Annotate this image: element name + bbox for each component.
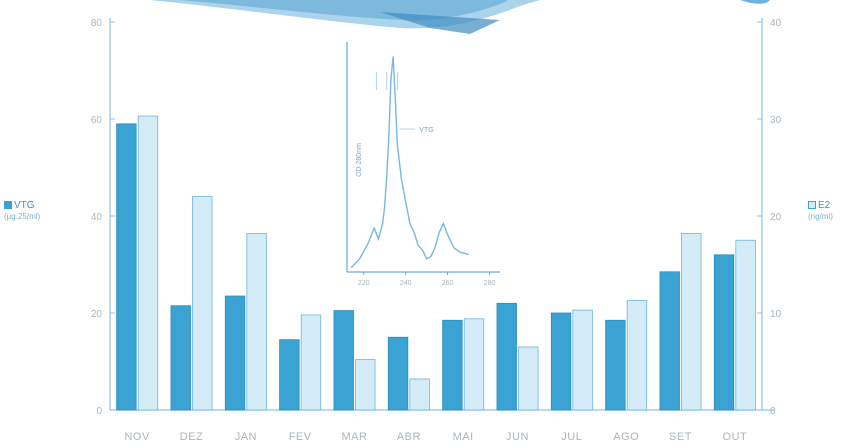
x-tick-label: MAR: [342, 431, 368, 443]
x-tick-label: DEZ: [180, 431, 204, 443]
left-tick-label: 40: [91, 212, 103, 223]
x-tick-label: FEV: [289, 431, 312, 443]
left-tick-label: 0: [96, 406, 102, 417]
inset-y-label: OD 280nm: [356, 143, 363, 177]
left-axis-title: VTG: [14, 200, 35, 211]
x-tick-label: NOV: [124, 431, 150, 443]
axes: [109, 18, 774, 411]
x-tick-label: AGO: [613, 431, 639, 443]
right-axis-label: E2 (ng/ml): [808, 200, 833, 222]
tick-labels: 80 60 40 20 0 40 30 20 10 0 NOV DEZ JAN FEV MAR ABR MAI J…: [91, 18, 782, 443]
left-tick-label: 20: [91, 309, 103, 320]
e2-bar-fev: [300, 314, 322, 411]
inset-trace: [350, 56, 469, 269]
vtg-bar-jun: [496, 302, 517, 411]
e2-bar-out: [735, 239, 756, 411]
right-tick-label: 30: [770, 115, 782, 126]
right-tick-label: 10: [770, 309, 782, 320]
e2-bar-mar: [355, 359, 376, 411]
vtg-legend-swatch: [4, 201, 12, 209]
e2-bar-jan: [246, 233, 267, 411]
e2-bar-jul: [572, 309, 593, 411]
e2-bar-nov: [137, 115, 159, 411]
vtg-bar-abr: [387, 336, 409, 411]
inset-x-tick-label: 280: [484, 280, 496, 287]
x-tick-label: OUT: [722, 431, 747, 443]
x-tick-label: JAN: [235, 431, 257, 443]
x-tick-label: JUN: [506, 431, 529, 443]
vtg-bar-out: [713, 254, 735, 411]
vtg-bar-set: [659, 271, 680, 411]
bars: [116, 115, 756, 411]
e2-bar-jun: [518, 346, 539, 411]
left-axis-label: VTG (µg.25/ml): [4, 200, 40, 222]
vtg-bar-fev: [279, 339, 300, 411]
e2-bar-abr: [409, 378, 430, 411]
x-tick-label: MAI: [453, 431, 474, 443]
inset-x-tick-label: 220: [358, 280, 370, 287]
right-axis-unit: (ng/ml): [808, 212, 833, 221]
e2-bar-set: [681, 233, 702, 411]
left-axis-unit: (µg.25/ml): [4, 212, 41, 221]
right-axis-title: E2: [818, 200, 831, 211]
x-tick-label: JUL: [561, 431, 582, 443]
e2-bar-mai: [463, 318, 485, 411]
e2-legend-swatch: [808, 201, 816, 209]
vtg-bar-jan: [224, 295, 246, 411]
x-tick-label: ABR: [397, 431, 421, 443]
vtg-bar-dez: [170, 305, 191, 411]
vtg-bar-ago: [605, 319, 626, 411]
x-tick-label: SET: [669, 431, 692, 443]
e2-bar-ago: [626, 299, 648, 411]
fish-illustration: [150, 0, 770, 34]
e2-bar-dez: [192, 196, 213, 411]
vtg-bar-jul: [550, 312, 572, 411]
left-tick-label: 60: [91, 115, 103, 126]
left-tick-label: 80: [91, 18, 103, 29]
inset-chromatogram: 220 240 260 280 OD 280nm VTG: [346, 42, 500, 287]
vtg-bar-nov: [116, 123, 137, 411]
vtg-bar-mar: [333, 310, 354, 411]
vtg-annotation: VTG: [419, 127, 433, 134]
right-tick-label: 20: [770, 212, 782, 223]
right-tick-label: 0: [770, 406, 776, 417]
vtg-bar-mai: [442, 319, 463, 411]
inset-x-tick-label: 240: [400, 280, 412, 287]
right-tick-label: 40: [770, 18, 782, 29]
inset-x-tick-label: 260: [442, 280, 454, 287]
